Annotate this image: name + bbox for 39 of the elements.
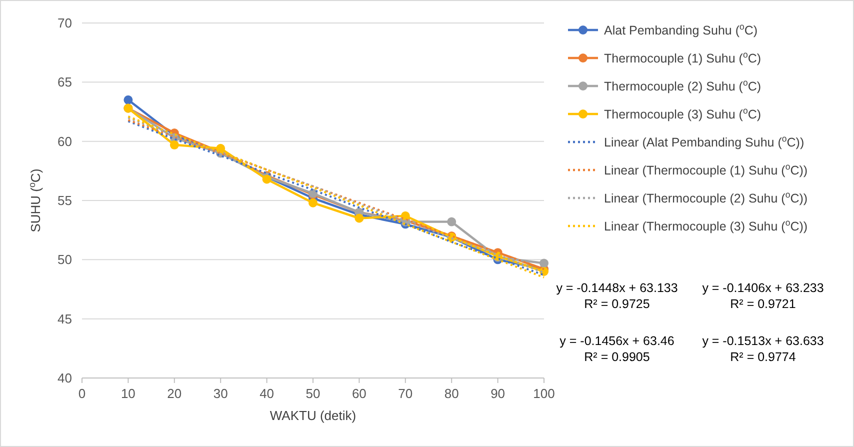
point [540,258,548,268]
legend-label: Linear (Thermocouple (1) Suhu ($^{o}$C)) [604,162,808,178]
x-tick-label: 70 [398,386,413,401]
x-tick-label: 0 [78,386,86,401]
x-tick-label: 80 [444,386,459,401]
legend-label: Linear (Alat Pembanding Suhu ($^{o}$C)) [604,134,804,150]
legend-label: Linear (Thermocouple (3) Suhu ($^{o}$C)) [604,218,808,234]
x-tick-label: 10 [120,386,136,401]
text: y = -0.1456x + 63.46 R² = 0.9905 [560,334,674,364]
point [262,174,272,184]
y-tick-label: 55 [58,193,72,208]
point [354,214,364,223]
x-tick-label: 100 [533,386,555,401]
point [124,95,133,104]
x-tick-label: 40 [260,386,274,401]
x-tick-label: 90 [490,386,506,401]
y-tick-label: 65 [58,74,72,90]
point [216,144,226,153]
point [170,140,179,150]
legend-label: Thermocouple (1) Suhu ($^{o}$C) [604,50,762,66]
text: y = -0.1513x + 63.633 R² = 0.9774 [702,334,824,364]
x-axis-title: WAKTU (detik) [270,408,356,423]
point [447,217,456,226]
point [308,198,318,208]
legend-label: Alat Pembanding Suhu ($^{o}$C) [604,22,758,38]
y-tick-label: 70 [58,16,72,30]
y-tick-label: 60 [58,134,72,149]
y-tick-label: 45 [58,311,72,326]
text: y = -0.1406x + 63.233 R² = 0.9721 [702,281,824,311]
x-tick-label: 20 [167,386,182,401]
legend-label: Linear (Thermocouple (2) Suhu ($^{o}$C)) [604,190,808,206]
y-tick-label: 50 [58,252,72,268]
legend-label: Thermocouple (2) Suhu ($^{o}$C) [604,78,762,94]
x-tick-label: 30 [213,386,228,401]
x-tick-label: 50 [306,386,320,401]
x-tick-label: 60 [352,386,366,401]
legend-label: Thermocouple (3) Suhu ($^{o}$C) [604,106,762,122]
text: y = -0.1448x + 63.133 R² = 0.9725 [556,281,678,311]
y-tick-label: 40 [58,370,72,386]
